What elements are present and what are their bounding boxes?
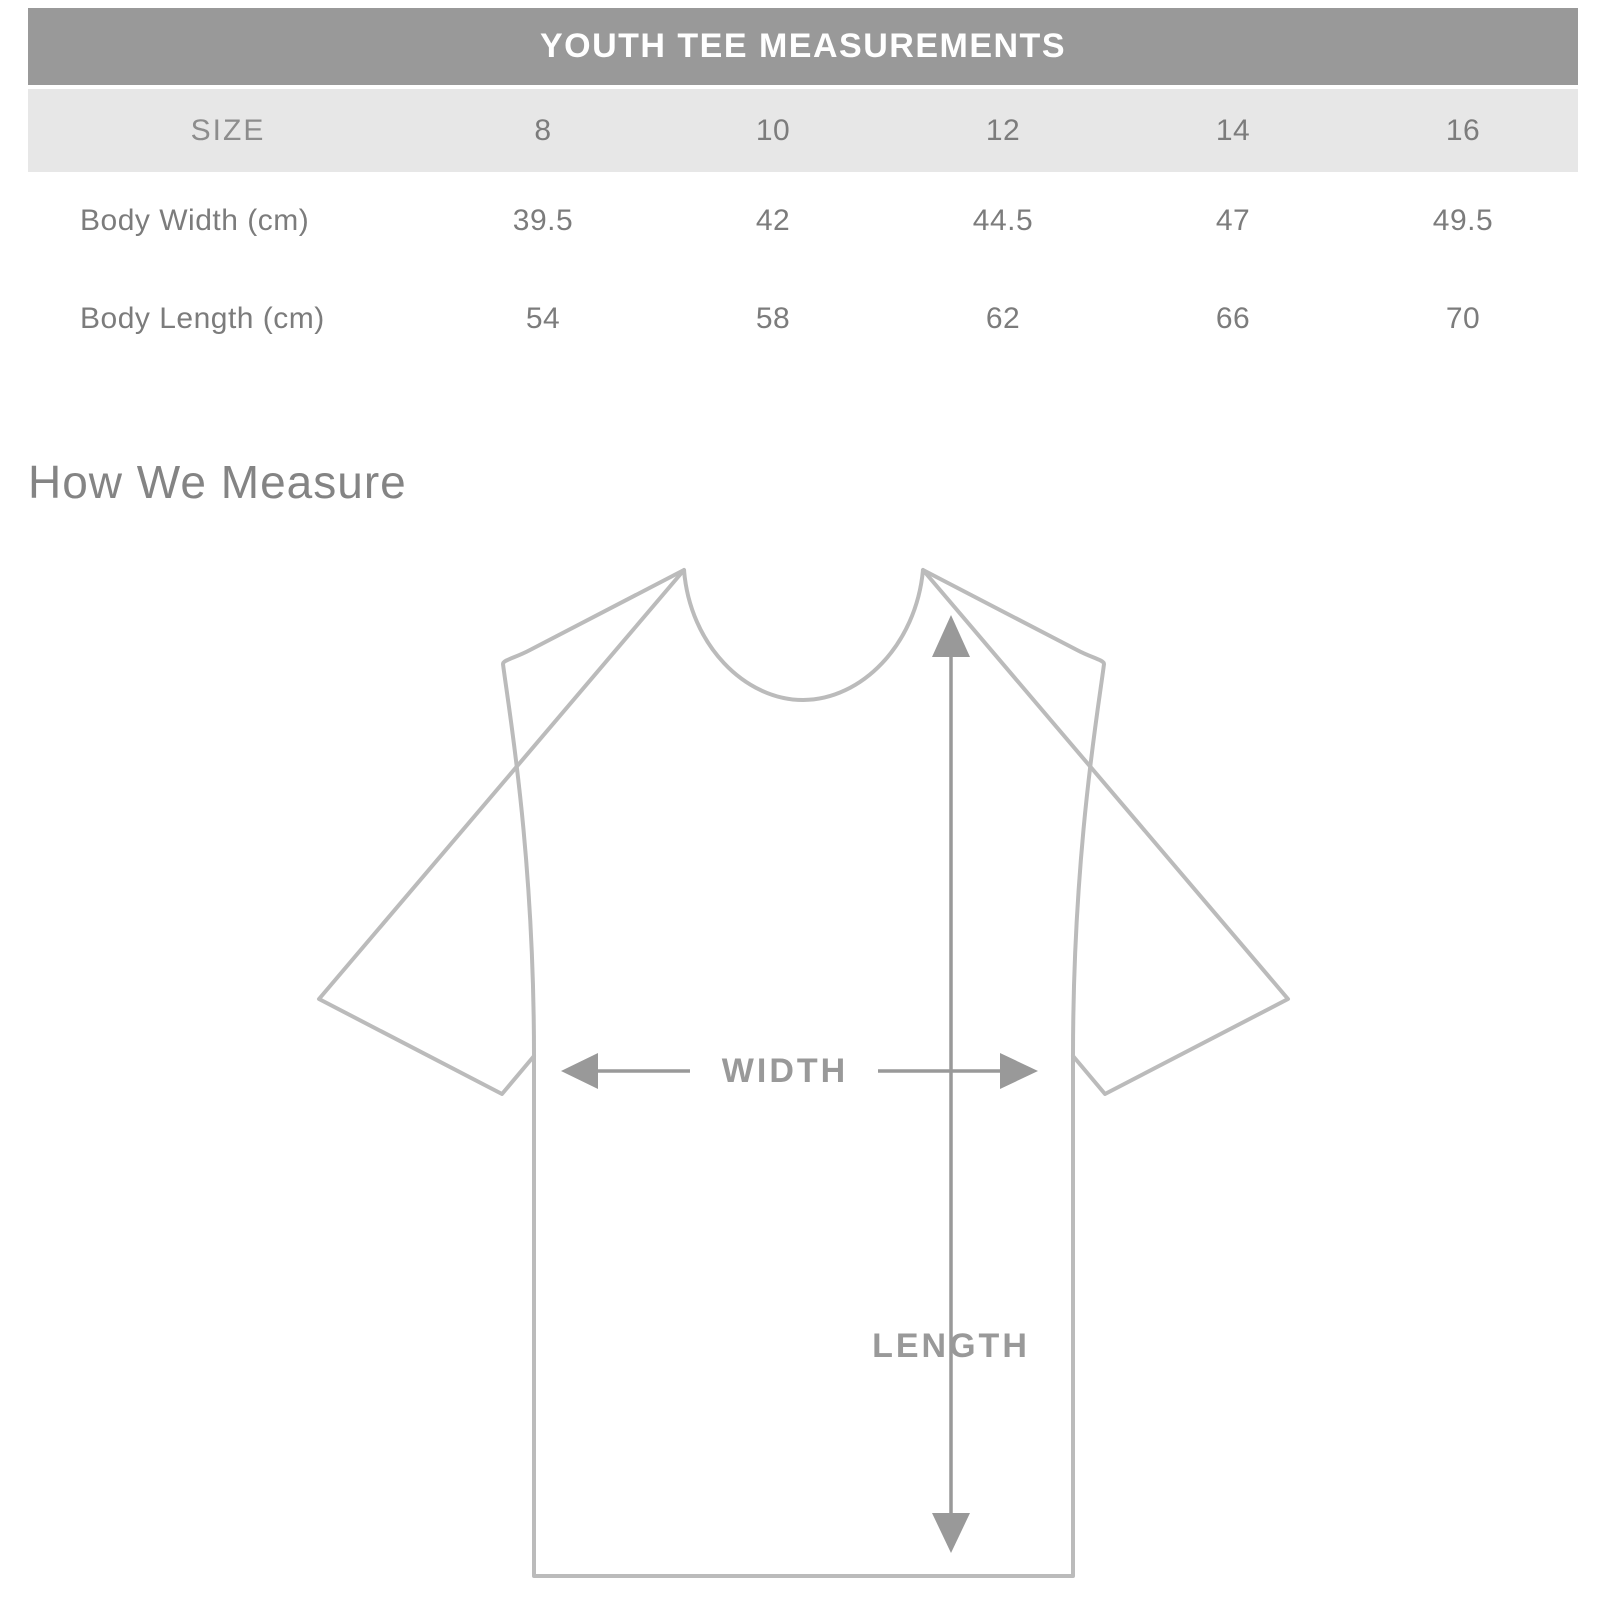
svg-text:LENGTH: LENGTH [872,1327,1030,1365]
svg-text:WIDTH: WIDTH [722,1052,848,1090]
